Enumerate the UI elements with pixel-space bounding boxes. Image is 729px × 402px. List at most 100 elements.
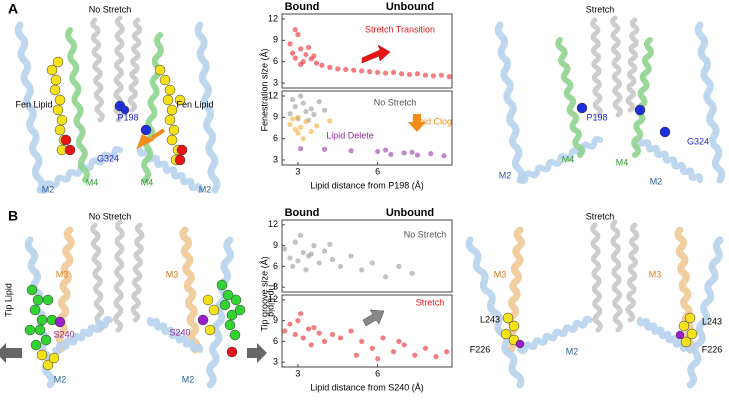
region-header: Bound xyxy=(285,207,320,219)
atom xyxy=(659,126,671,138)
point xyxy=(380,335,386,341)
arrow xyxy=(247,343,267,363)
point xyxy=(388,151,394,157)
helix xyxy=(141,32,164,183)
point xyxy=(401,150,407,156)
point xyxy=(390,69,397,75)
point xyxy=(295,318,301,324)
y-tick-label: 3 xyxy=(273,282,278,292)
helix xyxy=(52,315,113,355)
atom xyxy=(52,104,64,116)
point xyxy=(292,239,298,245)
atom xyxy=(36,349,48,361)
point xyxy=(351,67,357,73)
structure-title: Stretch xyxy=(586,211,615,221)
atom xyxy=(208,304,220,316)
point xyxy=(319,62,325,68)
atom xyxy=(226,346,238,358)
point xyxy=(348,253,354,259)
atom xyxy=(500,328,512,340)
y-tick-label: 6 xyxy=(273,336,278,346)
atom xyxy=(64,144,76,156)
point xyxy=(428,151,434,157)
point xyxy=(359,267,365,273)
y-tick-label: 9 xyxy=(273,315,278,325)
point xyxy=(414,152,421,158)
residue-label: Fen Lipid xyxy=(176,99,213,109)
point xyxy=(297,232,304,238)
atom xyxy=(159,74,171,86)
atom xyxy=(42,359,54,371)
arrow xyxy=(0,343,22,363)
point xyxy=(305,44,312,51)
helix xyxy=(610,219,623,333)
point xyxy=(441,153,447,159)
helix xyxy=(146,317,204,353)
y-tick-label: 6 xyxy=(273,56,278,66)
atom xyxy=(50,74,62,86)
point xyxy=(287,111,293,117)
point xyxy=(311,324,317,331)
point xyxy=(430,73,437,79)
atom xyxy=(508,320,520,332)
series-label: Lipid Delete xyxy=(326,130,374,140)
point xyxy=(414,71,421,77)
arrow xyxy=(362,309,385,327)
plot-frame xyxy=(281,90,453,166)
point xyxy=(337,335,344,341)
point xyxy=(292,331,298,338)
y-tick-label: 12 xyxy=(268,219,278,229)
residue-label: G324 xyxy=(97,153,119,163)
plot-frame xyxy=(281,294,453,368)
point xyxy=(290,96,296,103)
point xyxy=(433,354,439,360)
panel-letter: A xyxy=(8,1,18,17)
point xyxy=(305,326,312,332)
point xyxy=(329,256,336,263)
residue-label: M4 xyxy=(141,177,154,187)
helix xyxy=(636,137,704,183)
atom xyxy=(634,104,646,116)
point xyxy=(292,126,298,133)
panel-letter: B xyxy=(8,208,18,224)
atom xyxy=(230,294,242,306)
helix xyxy=(517,315,593,355)
point xyxy=(303,267,309,273)
point xyxy=(290,116,296,122)
y-tick-label: 12 xyxy=(268,90,278,100)
point xyxy=(292,104,298,110)
point xyxy=(287,255,293,261)
y-tick-label: 9 xyxy=(273,35,278,45)
region-header: Bound xyxy=(285,1,320,13)
atom xyxy=(49,84,61,96)
point xyxy=(316,330,322,336)
residue-label: M3 xyxy=(494,269,507,279)
residue-label: M3 xyxy=(56,269,69,279)
point xyxy=(290,50,296,56)
point xyxy=(295,114,301,120)
arrow xyxy=(361,44,391,64)
point xyxy=(292,55,298,61)
atom xyxy=(686,328,698,340)
point xyxy=(390,349,397,355)
point xyxy=(282,328,288,334)
helix xyxy=(65,27,90,183)
structure-title: No Stretch xyxy=(89,4,132,14)
x-axis-label: Lipid distance from P198 (Å) xyxy=(310,180,424,190)
x-axis-label: Lipid distance from S240 (Å) xyxy=(310,382,424,392)
y-axis-label: Fenestration size (Å) xyxy=(259,48,269,131)
atom xyxy=(48,352,60,364)
helix xyxy=(610,15,623,118)
region-header: Unbound xyxy=(386,1,434,13)
point xyxy=(343,66,349,73)
point xyxy=(409,270,415,276)
point xyxy=(369,345,375,351)
residue-label: Fen Lipid xyxy=(15,99,52,109)
residue-label: M2 xyxy=(42,184,55,194)
y-axis-label: Tip groove size (Å) xyxy=(259,256,269,331)
atom xyxy=(226,309,238,321)
point xyxy=(367,69,373,75)
atom xyxy=(60,134,72,146)
y-tick-label: 9 xyxy=(273,240,278,250)
point xyxy=(438,72,444,78)
